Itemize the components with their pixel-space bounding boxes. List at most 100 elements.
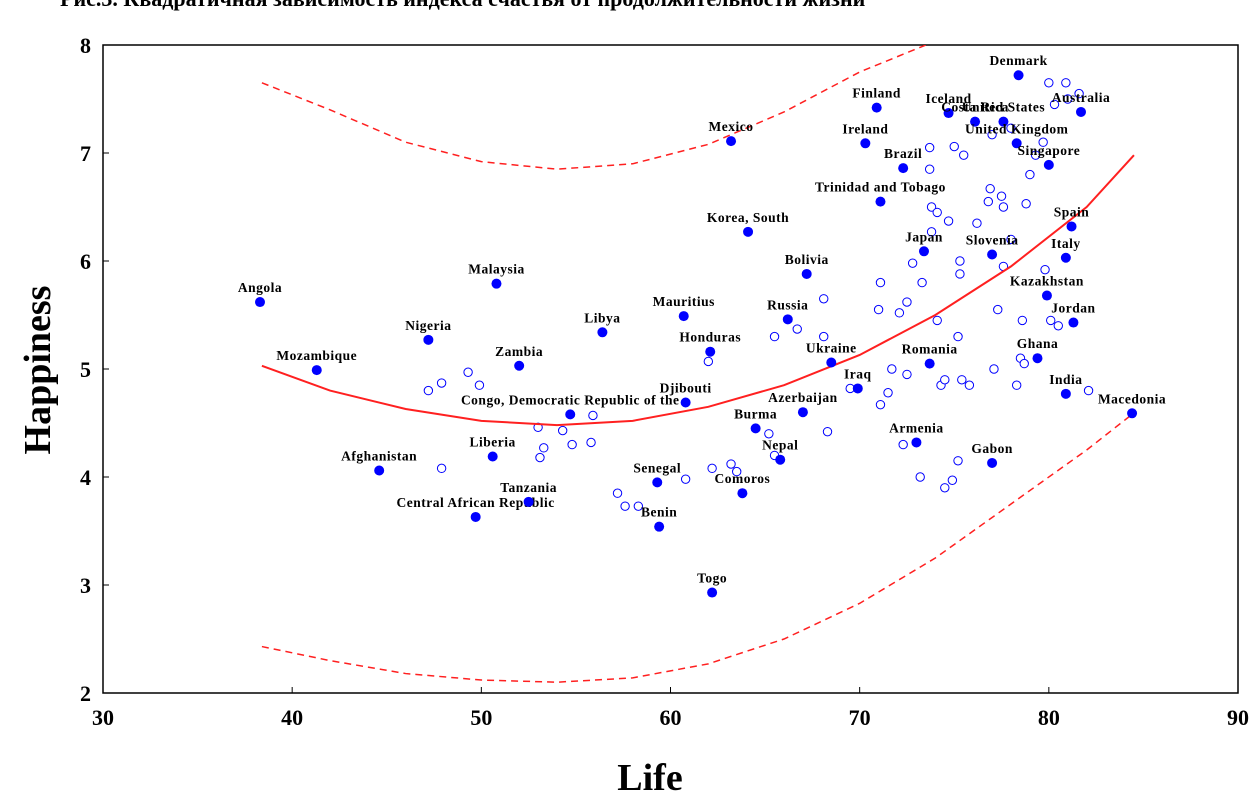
x-tick-label: 80 (1038, 705, 1060, 730)
point-label: Gabon (971, 441, 1013, 456)
hollow-point (993, 304, 1003, 315)
labeled-point (987, 249, 998, 260)
labeled-point (470, 511, 481, 522)
x-tick-label: 50 (470, 705, 492, 730)
y-axis-label: Happiness (17, 286, 59, 455)
labeled-point (255, 297, 266, 308)
x-tick-label: 90 (1227, 705, 1249, 730)
chart-title: Рис.3. Квадратичная зависимость индекса … (60, 0, 866, 11)
point-label: Djibouti (660, 380, 712, 395)
x-tick-label: 70 (849, 705, 871, 730)
point-label: Liberia (470, 434, 516, 449)
labeled-point (1032, 353, 1043, 364)
labeled-point (970, 116, 981, 127)
hollow-point (769, 331, 780, 342)
labeled-point (911, 437, 922, 448)
y-tick-label: 3 (80, 573, 91, 598)
hollow-point (726, 459, 736, 469)
labeled-point (1066, 221, 1077, 232)
hollow-point (964, 380, 975, 390)
labeled-point (652, 477, 663, 488)
hollow-point (423, 385, 434, 396)
point-label: Costa Rica (941, 100, 1009, 115)
hollow-point (898, 439, 908, 450)
labeled-point (1043, 159, 1054, 170)
labeled-point (943, 108, 954, 119)
labeled-point (797, 407, 808, 418)
labeled-point (680, 397, 691, 408)
point-label: Mexico (709, 119, 754, 134)
hollow-point (887, 364, 897, 374)
hollow-point (1083, 385, 1094, 396)
labeled-point (1068, 317, 1079, 328)
hollow-point (983, 196, 993, 207)
hollow-point (972, 218, 982, 228)
hollow-point (436, 463, 447, 474)
labeled-point (707, 587, 718, 598)
labeled-point (523, 496, 534, 507)
point-label: Afghanistan (341, 449, 417, 464)
point-label: Zambia (495, 344, 543, 359)
hollow-point (902, 369, 912, 380)
labeled-point (1011, 138, 1022, 149)
point-label: Bolivia (785, 252, 829, 267)
point-label: Denmark (989, 53, 1047, 68)
hollow-point (924, 164, 935, 174)
point-label: Romania (902, 342, 958, 357)
labeled-point (311, 365, 322, 376)
point-label: Tanzania (500, 480, 557, 495)
hollow-point (1053, 321, 1063, 331)
hollow-point (586, 437, 596, 448)
labeled-point (1060, 252, 1071, 263)
hollow-point (539, 443, 549, 453)
point-label: Iraq (844, 366, 872, 381)
y-tick-label: 2 (80, 681, 91, 706)
hollow-point (875, 277, 886, 288)
hollow-point (953, 331, 963, 342)
hollow-point (953, 456, 963, 466)
hollow-point (1046, 315, 1056, 326)
point-label: Central African Republic (397, 495, 555, 510)
hollow-point (1025, 169, 1035, 180)
hollow-point (732, 466, 742, 477)
hollow-point (819, 294, 829, 304)
point-label: Australia (1052, 90, 1111, 105)
hollow-point (907, 258, 918, 268)
hollow-point (707, 463, 717, 474)
labeled-point (898, 163, 909, 174)
x-axis-label: Life (617, 757, 682, 797)
labeled-point (514, 360, 525, 371)
hollow-point (1030, 150, 1041, 160)
labeled-point (726, 136, 737, 147)
labeled-point (1041, 290, 1052, 301)
hollow-point (915, 472, 925, 482)
point-label: Ghana (1017, 336, 1059, 351)
point-label: Japan (905, 229, 943, 244)
point-label: Angola (238, 280, 282, 295)
hollow-point (703, 356, 714, 367)
hollow-point (996, 191, 1007, 201)
labeled-point (678, 311, 689, 322)
labeled-point (1075, 106, 1086, 117)
hollow-point (620, 501, 630, 511)
hollow-point (894, 308, 905, 318)
point-label: Jordan (1051, 301, 1095, 316)
point-label: Trinidad and Tobago (815, 180, 946, 195)
point-label: Slovenia (966, 233, 1019, 248)
hollow-point (588, 410, 598, 421)
hollow-point (1049, 99, 1060, 110)
labeled-point (987, 457, 998, 468)
point-label: Mozambique (276, 348, 357, 363)
point-label: Senegal (633, 460, 681, 475)
hollow-point (1006, 234, 1016, 245)
hollow-point (822, 426, 833, 437)
hollow-point (819, 331, 829, 342)
y-tick-label: 8 (80, 33, 91, 58)
labeled-point (871, 102, 882, 113)
point-label: Spain (1054, 204, 1090, 219)
point-label: Mauritius (653, 294, 715, 309)
hollow-point (873, 304, 884, 315)
hollow-point (557, 425, 568, 436)
hollow-point (1017, 315, 1028, 326)
